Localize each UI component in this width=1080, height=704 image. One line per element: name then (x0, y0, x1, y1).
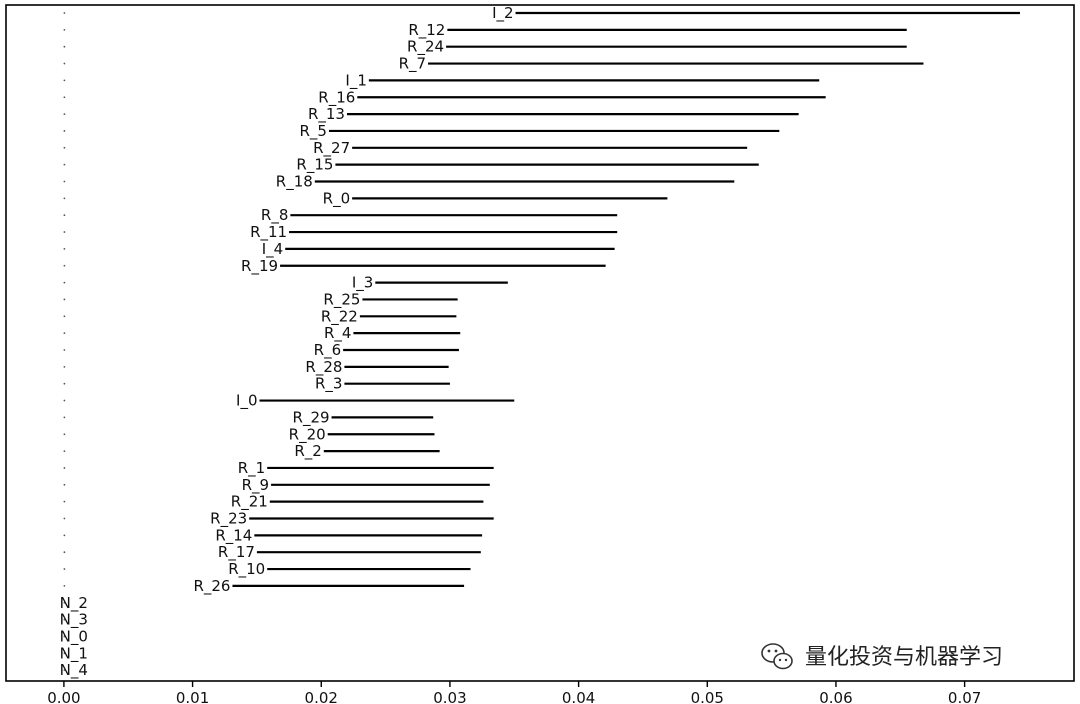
row-label: R_24 (407, 38, 444, 57)
row-label: R_3 (315, 375, 342, 394)
x-tick-label: 0.02 (305, 689, 338, 704)
zero-dot (63, 231, 66, 233)
row-label: R_20 (289, 425, 326, 444)
row-label: R_26 (193, 577, 230, 596)
row-label: I_0 (236, 392, 257, 411)
row-label: R_22 (321, 307, 358, 326)
zero-dot (63, 45, 66, 48)
row-label: R_5 (300, 122, 327, 141)
zero-dot (63, 197, 66, 200)
zero-dot (63, 534, 66, 537)
zero-dot (63, 669, 66, 672)
zero-dot (63, 349, 66, 351)
zero-dot (63, 635, 66, 638)
x-tick-label: 0.04 (562, 689, 595, 704)
zero-dot (63, 399, 66, 402)
zero-dot (63, 601, 66, 604)
row-label: R_23 (210, 510, 247, 529)
row-label: N_4 (60, 661, 88, 680)
row-label: R_12 (408, 21, 445, 40)
row-label: N_0 (60, 627, 88, 646)
watermark-text: 量化投资与机器学习 (805, 645, 1003, 670)
zero-dot (63, 248, 66, 250)
row-label: R_15 (296, 156, 333, 175)
row-label: R_28 (305, 358, 342, 377)
row-label: R_29 (293, 408, 330, 427)
x-axis: 0.00 0.01 0.02 0.03 0.04 0.05 0.06 0.07 (47, 681, 981, 704)
row-label: I_2 (492, 4, 513, 23)
row-label: R_10 (228, 560, 265, 579)
zero-dot (63, 467, 66, 469)
zero-dot (63, 12, 66, 14)
row-label: R_18 (276, 173, 313, 192)
chart-marks: I_2 R_12R_24R_7 I_1R_16R_13R_5R_27R_15R_18… (60, 4, 1020, 680)
zero-dot (63, 62, 66, 65)
zero-dot (63, 416, 66, 419)
zero-dot (63, 365, 66, 368)
zero-dot (63, 450, 66, 452)
zero-dot (63, 264, 66, 267)
x-tick-label: 0.03 (433, 689, 466, 704)
x-tick-label: 0.05 (691, 689, 724, 704)
x-tick-label: 0.00 (47, 689, 80, 704)
zero-dot (63, 130, 66, 132)
row-label: R_21 (231, 493, 268, 512)
wechat-icon (761, 643, 793, 670)
row-label: R_4 (324, 324, 351, 343)
zero-dot (63, 214, 66, 217)
row-label: R_19 (241, 257, 278, 276)
row-label: R_27 (313, 139, 350, 158)
zero-dot (63, 298, 66, 301)
x-tick-label: 0.01 (176, 689, 209, 704)
row-label: R_17 (218, 543, 255, 562)
zero-dot (63, 618, 66, 621)
x-tick-label: 0.06 (819, 689, 852, 704)
row-label: N_3 (60, 611, 88, 630)
zero-dot (63, 180, 66, 183)
zero-dot (63, 568, 66, 570)
zero-dot (63, 79, 66, 82)
row-label: R_0 (323, 189, 350, 208)
row-label: R_6 (314, 341, 341, 360)
zero-dot (63, 585, 66, 587)
row-label: R_7 (399, 55, 426, 74)
zero-dot (63, 281, 66, 284)
row-label: N_1 (60, 644, 88, 663)
zero-dot (63, 551, 66, 554)
row-label: I_1 (345, 71, 366, 90)
zero-dot (63, 483, 66, 486)
plot-frame (5, 4, 1075, 682)
zero-dot (63, 652, 66, 655)
row-label: R_8 (261, 206, 288, 225)
zero-dot (63, 146, 66, 149)
zero-dot (63, 382, 66, 385)
row-label: R_9 (242, 476, 269, 495)
row-label: R_25 (323, 290, 360, 309)
zero-dot (63, 113, 66, 115)
zero-dot (63, 96, 66, 99)
row-label: N_2 (60, 594, 88, 613)
zero-dot (63, 500, 66, 503)
zero-dot (63, 315, 66, 318)
zero-dot (63, 433, 66, 436)
zero-dot (63, 28, 66, 31)
row-label: R_16 (318, 88, 355, 107)
row-label: R_13 (308, 105, 345, 124)
row-label: R_1 (238, 459, 265, 478)
zero-dot (63, 332, 66, 335)
row-label: R_11 (250, 223, 287, 242)
zero-dot (63, 163, 66, 166)
row-label: I_4 (262, 240, 283, 259)
row-label: R_14 (215, 526, 252, 545)
zero-dot (63, 517, 66, 520)
watermark: 量化投资与机器学习 (761, 643, 1003, 670)
row-label: I_3 (352, 274, 373, 293)
row-label: R_2 (294, 442, 321, 461)
x-tick-label: 0.07 (948, 689, 981, 704)
